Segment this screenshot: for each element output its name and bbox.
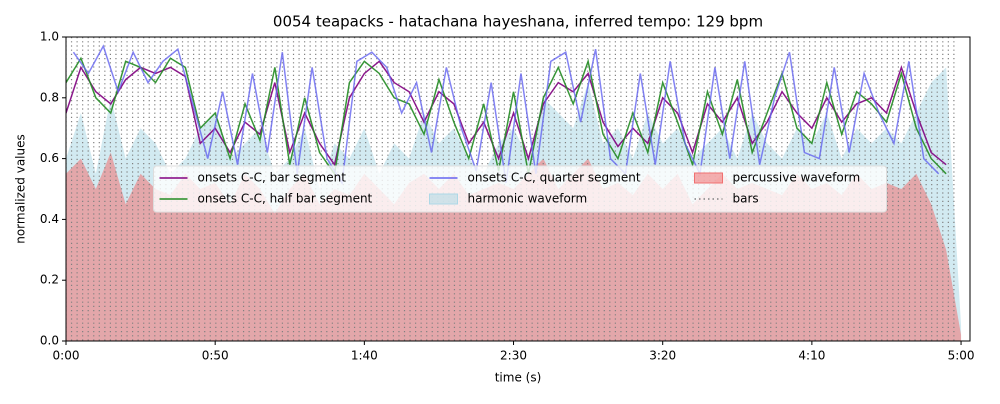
x-tick-label: 0:50 [202,349,229,363]
legend-swatch [694,172,723,184]
x-tick-label: 3:20 [649,349,676,363]
axes-frame [65,36,971,342]
y-tick-label: 0.2 [40,273,59,287]
legend-label: harmonic waveform [468,192,588,206]
y-tick-label: 0.4 [40,212,59,226]
x-axis-label: time (s) [495,371,542,385]
legend-label: onsets C-C, half bar segment [198,192,373,206]
y-tick-label: 0.6 [40,151,59,165]
legend-swatch [429,193,458,205]
x-tick-label: 0:00 [53,349,80,363]
x-tick-label: 5:00 [948,349,975,363]
legend-label: onsets C-C, quarter segment [468,171,641,185]
line [66,56,947,176]
y-tick-label: 0.8 [40,90,59,104]
legend: onsets C-C, bar segment onsets C-C, half … [153,165,887,213]
chart-title: 0054 teapacks - hatachana hayeshana, inf… [273,13,763,31]
y-tick-label: 0.0 [40,334,59,348]
legend-label: onsets C-C, bar segment [198,171,347,185]
legend-label: percussive waveform [733,171,861,185]
x-tick-label: 2:30 [500,349,527,363]
y-tick-label: 1.0 [40,30,59,44]
y-axis-label: normalized values [14,134,28,244]
legend-label: bars [733,192,759,206]
plot-area: 0:00 0:50 1:40 2:30 3:20 4:10 5:00 0.0 0.2 0.4 0.6… [40,30,975,363]
x-tick-label: 4:10 [798,349,825,363]
x-tick-label: 1:40 [351,349,378,363]
